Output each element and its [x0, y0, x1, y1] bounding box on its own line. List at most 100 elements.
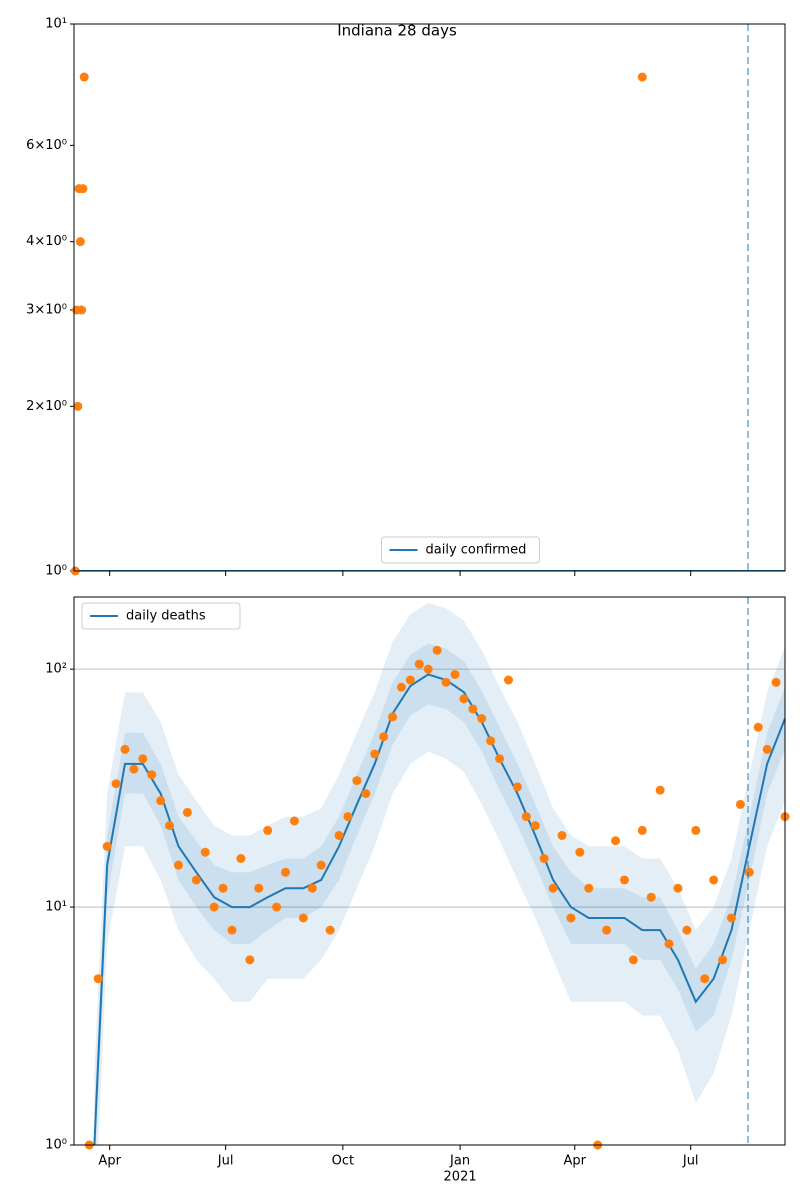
- data-point: [771, 677, 781, 687]
- data-point: [611, 836, 621, 846]
- data-point: [432, 645, 442, 655]
- data-point: [77, 305, 87, 315]
- data-point: [138, 754, 148, 764]
- y-tick-label: 3×10⁰: [26, 303, 67, 318]
- data-point: [79, 72, 89, 82]
- data-point: [735, 799, 745, 809]
- data-point: [236, 854, 246, 864]
- data-point: [557, 830, 567, 840]
- data-point: [209, 902, 219, 912]
- data-point: [459, 694, 469, 704]
- confidence-band: [94, 643, 785, 1145]
- x-tick-label: Jul: [217, 1154, 234, 1169]
- data-point: [370, 749, 380, 759]
- data-point: [191, 875, 201, 885]
- data-point: [111, 779, 121, 789]
- data-point: [272, 902, 282, 912]
- data-point: [396, 682, 406, 692]
- data-point: [165, 821, 175, 831]
- data-point: [566, 913, 576, 923]
- y-tick-label: 6×10⁰: [26, 138, 67, 153]
- plot-area: [74, 602, 785, 1145]
- data-point: [405, 675, 415, 685]
- data-point: [227, 925, 237, 935]
- confidence-band: [94, 602, 785, 1145]
- data-point: [334, 830, 344, 840]
- data-point: [602, 925, 612, 935]
- data-point: [307, 883, 317, 893]
- x-tick-label: Apr: [98, 1154, 121, 1169]
- data-point: [477, 714, 487, 724]
- data-point: [78, 184, 88, 194]
- data-point: [762, 744, 772, 754]
- data-point: [709, 875, 719, 885]
- data-point: [316, 860, 326, 870]
- data-point: [548, 883, 558, 893]
- data-point: [691, 825, 701, 835]
- data-point: [379, 732, 389, 742]
- data-point: [700, 974, 710, 984]
- data-point: [254, 883, 264, 893]
- data-point: [441, 677, 451, 687]
- data-point: [147, 770, 157, 780]
- y-tick-label: 2×10⁰: [26, 399, 67, 414]
- data-point: [495, 754, 505, 764]
- y-tick-label: 10¹: [45, 900, 67, 915]
- data-point: [173, 860, 183, 870]
- data-point: [584, 883, 594, 893]
- legend-label: daily deaths: [126, 609, 206, 624]
- data-point: [218, 883, 228, 893]
- y-tick-label: 10⁰: [45, 564, 67, 579]
- x-tick-label: Oct: [332, 1154, 354, 1169]
- data-point: [414, 659, 424, 669]
- data-point: [530, 821, 540, 831]
- y-tick-label: 10⁰: [45, 1138, 67, 1153]
- data-point: [93, 974, 103, 984]
- data-point: [512, 782, 522, 792]
- legend-label: daily confirmed: [426, 543, 527, 558]
- data-point: [102, 841, 112, 851]
- legend-box: [381, 536, 540, 564]
- data-point: [664, 939, 674, 949]
- data-point: [200, 847, 210, 857]
- data-point: [361, 789, 371, 799]
- data-point: [619, 875, 629, 885]
- data-point: [468, 704, 478, 714]
- data-point: [325, 925, 335, 935]
- data-point: [718, 955, 728, 965]
- x-tick-label: Jul: [682, 1154, 699, 1169]
- data-point: [504, 675, 513, 685]
- data-point: [182, 807, 192, 817]
- x-year-label: 2021: [444, 1170, 477, 1185]
- data-point: [352, 776, 362, 786]
- chart-title: Indiana 28 days: [337, 22, 457, 40]
- y-tick-label: 10¹: [45, 17, 67, 32]
- data-point: [450, 669, 460, 679]
- x-tick-label: Apr: [564, 1154, 587, 1169]
- data-point: [156, 796, 166, 806]
- data-point: [539, 854, 549, 864]
- y-tick-label: 4×10⁰: [26, 234, 67, 249]
- data-point: [682, 925, 692, 935]
- axes-frame: [73, 596, 786, 1146]
- data-point: [637, 72, 647, 82]
- data-point: [646, 892, 656, 902]
- data-point: [129, 764, 139, 774]
- data-point: [628, 955, 638, 965]
- data-point: [281, 867, 291, 877]
- data-point: [298, 913, 308, 923]
- data-point: [673, 883, 683, 893]
- data-point: [655, 785, 665, 795]
- data-point: [637, 825, 647, 835]
- x-tick-label: Jan: [449, 1154, 470, 1169]
- data-point: [744, 867, 754, 877]
- data-point: [726, 913, 736, 923]
- y-tick-label: 10²: [45, 662, 67, 677]
- data-point: [245, 955, 255, 965]
- data-point: [486, 736, 496, 746]
- data-point: [423, 664, 433, 674]
- data-point: [343, 812, 353, 822]
- data-point: [575, 847, 585, 857]
- data-point: [120, 744, 130, 754]
- data-point: [753, 722, 763, 732]
